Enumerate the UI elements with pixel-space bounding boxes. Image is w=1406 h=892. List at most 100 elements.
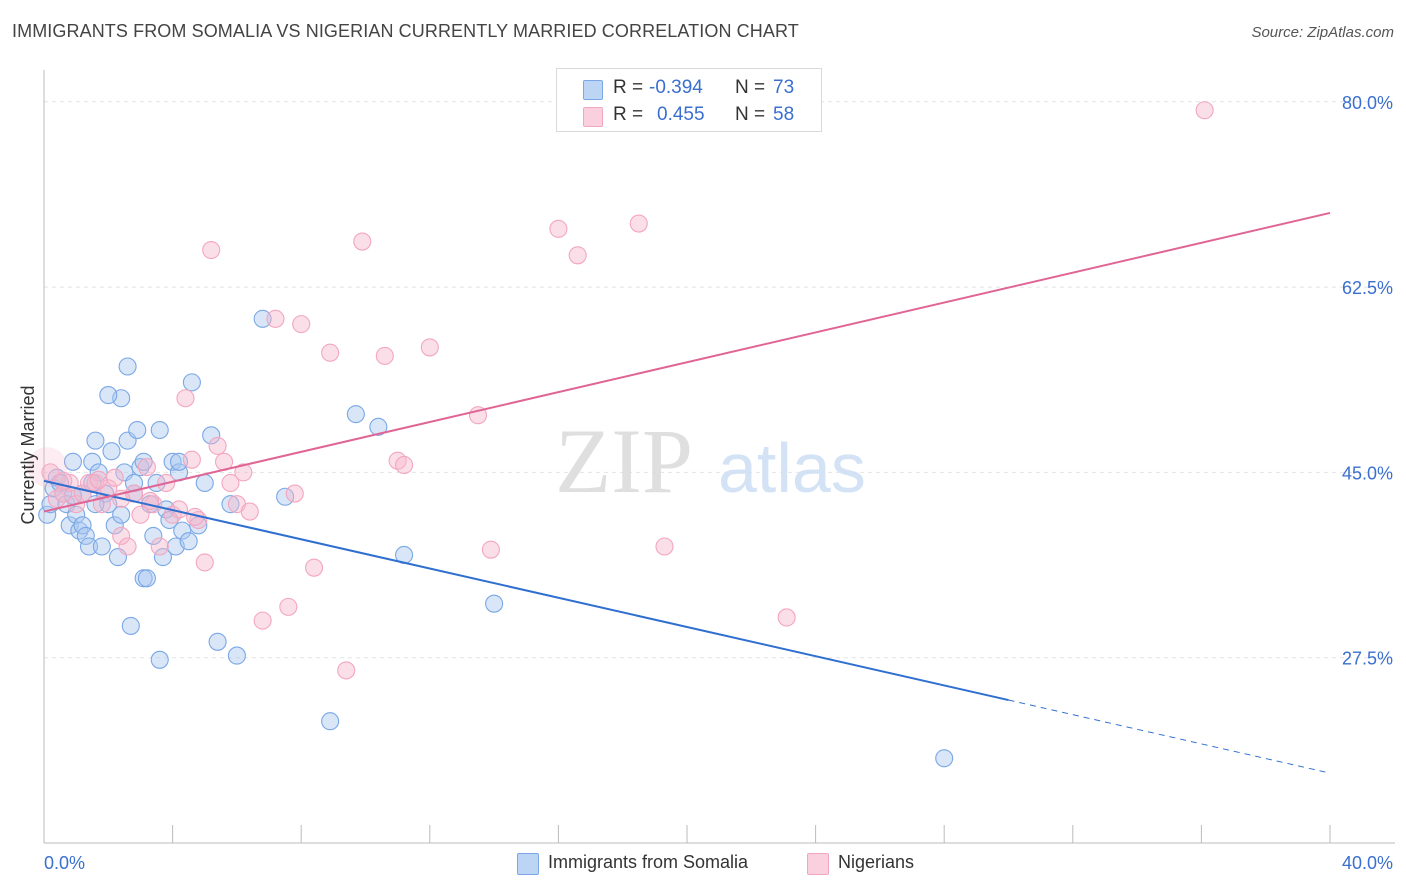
trend-lines (43, 211, 1331, 774)
x-tick-label: 40.0% (1342, 853, 1393, 873)
watermark-atlas: atlas (718, 429, 866, 507)
point-nigerians (321, 343, 340, 362)
point-nigerians (182, 450, 201, 469)
point-somalia (221, 495, 240, 514)
data-points (27, 101, 1214, 768)
point-nigerians (150, 537, 169, 556)
point-nigerians (549, 219, 568, 238)
tick-labels: 27.5% 45.0% 62.5% 80.0% 0.0% 40.0% (44, 93, 1393, 873)
axes (43, 70, 1395, 844)
point-nigerians (253, 611, 272, 630)
point-somalia (73, 516, 92, 535)
watermark: ZIP atlas (555, 410, 866, 512)
point-somalia (86, 431, 105, 450)
point-somalia (346, 405, 365, 424)
point-somalia (92, 537, 111, 556)
somalia-swatch (583, 80, 603, 100)
point-somalia (137, 569, 156, 588)
nigerians-swatch (583, 107, 603, 127)
point-somalia (485, 594, 504, 613)
point-somalia (99, 386, 118, 405)
point-somalia (76, 526, 95, 545)
point-nigerians (176, 389, 195, 408)
point-somalia (131, 458, 150, 477)
point-nigerians (1195, 101, 1214, 120)
r-value: -0.394 (649, 77, 703, 98)
point-nigerians (266, 309, 285, 328)
r-value: 0.455 (657, 104, 705, 125)
point-somalia (321, 712, 340, 731)
trend-somalia-extension (1008, 699, 1331, 774)
point-nigerians (118, 537, 137, 556)
point-somalia (128, 420, 147, 440)
point-nigerians (420, 338, 439, 357)
legend-somalia-swatch (517, 853, 539, 875)
point-cluster (27, 447, 68, 488)
point-somalia (83, 452, 102, 471)
point-nigerians (353, 232, 372, 251)
r-label: R = (613, 104, 644, 125)
point-nigerians (655, 537, 674, 556)
point-somalia (105, 516, 124, 535)
n-value: 58 (773, 104, 795, 125)
point-somalia (163, 452, 182, 471)
watermark-zip: ZIP (555, 410, 693, 512)
point-nigerians (41, 463, 60, 482)
point-nigerians (292, 315, 311, 334)
point-somalia (134, 452, 153, 471)
point-nigerians (240, 502, 259, 521)
point-somalia (369, 417, 388, 436)
y-tick-label: 45.0% (1342, 463, 1393, 483)
chart-title: IMMIGRANTS FROM SOMALIA VS NIGERIAN CURR… (12, 21, 799, 41)
point-nigerians (131, 505, 150, 524)
y-tick-label: 62.5% (1342, 278, 1393, 298)
point-nigerians (221, 473, 240, 493)
point-somalia (182, 373, 201, 392)
trend-nigerians (43, 211, 1331, 513)
point-somalia (112, 505, 131, 524)
point-nigerians (105, 468, 124, 487)
source-label: Source: ZipAtlas.com (1251, 24, 1394, 41)
point-somalia (935, 749, 954, 768)
point-somalia (227, 646, 246, 665)
point-somalia (150, 420, 169, 440)
point-nigerians (337, 661, 356, 680)
point-nigerians (234, 463, 253, 482)
stats-legend: R = -0.394 N = 73 R = 0.455 N = 58 (556, 68, 822, 132)
point-nigerians (285, 484, 304, 503)
legend-nigerians-swatch (807, 853, 829, 875)
point-somalia (153, 548, 173, 567)
point-somalia (179, 532, 198, 551)
point-somalia (144, 526, 163, 545)
point-nigerians (777, 608, 796, 627)
point-nigerians (305, 558, 324, 577)
point-somalia (118, 357, 137, 376)
point-somalia (202, 426, 221, 445)
legend-somalia-label: Immigrants from Somalia (548, 852, 749, 872)
point-nigerians (195, 553, 214, 572)
n-label: N = (735, 77, 766, 98)
y-tick-label: 27.5% (1342, 649, 1393, 669)
point-somalia (253, 309, 272, 328)
point-nigerians (279, 597, 298, 616)
y-tick-label: 80.0% (1342, 93, 1393, 113)
point-somalia (60, 516, 79, 535)
point-somalia (63, 452, 82, 471)
point-nigerians (202, 240, 221, 260)
point-nigerians (112, 526, 131, 545)
n-value: 73 (773, 77, 795, 98)
point-somalia (102, 442, 121, 461)
n-label: N = (735, 104, 766, 125)
point-somalia (195, 473, 214, 493)
grid-lines (44, 101, 1395, 659)
point-nigerians (629, 214, 648, 233)
point-nigerians (375, 346, 394, 365)
point-nigerians (89, 470, 108, 489)
r-label: R = (613, 77, 644, 98)
point-nigerians (208, 436, 227, 455)
point-nigerians (481, 540, 500, 559)
point-somalia (121, 616, 140, 635)
point-somalia (150, 650, 169, 669)
point-somalia (208, 632, 227, 651)
